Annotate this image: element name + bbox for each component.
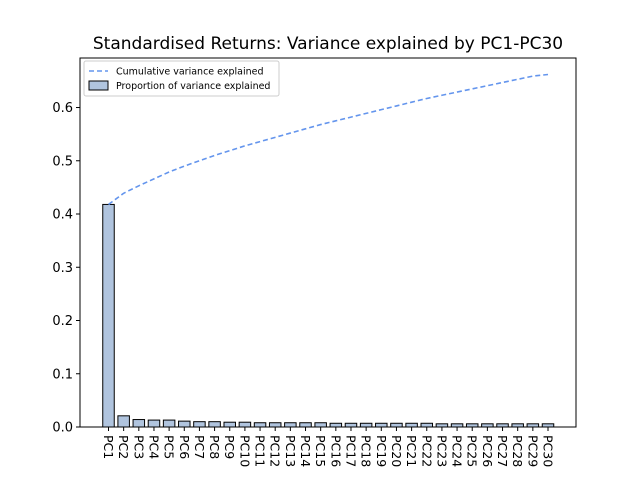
- bar-pc6: [178, 420, 191, 428]
- plot-frame: [79, 57, 577, 428]
- x-tick-label-pc14: PC14: [298, 435, 313, 467]
- bar-pc17: [344, 422, 358, 428]
- bar-pc15: [314, 422, 327, 428]
- bar-pc8: [208, 421, 221, 428]
- bar-pc1: [102, 203, 115, 428]
- y-tick-label: 0.5: [52, 154, 73, 169]
- bars-layer: [102, 203, 555, 428]
- x-tick-label-pc21: PC21: [404, 435, 419, 467]
- bar-pc9: [223, 421, 236, 428]
- x-tick-label-pc4: PC4: [146, 435, 161, 459]
- bar-pc19: [375, 422, 388, 428]
- legend-frame: [83, 60, 280, 97]
- x-tick-label-pc26: PC26: [480, 435, 495, 467]
- x-tick-label-pc9: PC9: [222, 435, 237, 459]
- x-tick-label-pc6: PC6: [177, 435, 192, 459]
- x-tick-label-pc3: PC3: [131, 435, 146, 459]
- y-tick-label: 0.6: [52, 101, 73, 116]
- x-tick-label-pc29: PC29: [525, 435, 540, 467]
- x-tick-label-pc23: PC23: [434, 435, 449, 467]
- bar-pc7: [193, 421, 206, 428]
- x-tick-label-pc18: PC18: [359, 435, 374, 467]
- y-tick-label: 0.0: [52, 421, 73, 436]
- bar-pc16: [329, 422, 343, 428]
- chart-title: Standardised Returns: Variance explained…: [93, 34, 563, 54]
- x-tick-label-pc19: PC19: [374, 435, 389, 467]
- bar-pc22: [420, 422, 434, 428]
- x-tick-label-pc10: PC10: [237, 435, 252, 467]
- x-tick-label-pc16: PC16: [328, 435, 343, 467]
- x-tick-label-pc8: PC8: [207, 435, 222, 459]
- x-tick-label-pc28: PC28: [510, 435, 525, 467]
- x-tick-label-pc12: PC12: [268, 435, 283, 467]
- x-tick-label-pc7: PC7: [192, 435, 207, 459]
- x-tick-label-pc25: PC25: [465, 435, 480, 467]
- legend-label-cumulative: Cumulative variance explained: [116, 67, 264, 78]
- bar-pc10: [238, 421, 252, 428]
- legend: Cumulative variance explained Proportion…: [83, 60, 280, 97]
- x-tick-label-pc2: PC2: [116, 435, 131, 459]
- y-tick-label: 0.2: [52, 314, 73, 329]
- y-tick-label: 0.4: [52, 208, 73, 223]
- x-tick-label-pc17: PC17: [343, 435, 358, 467]
- bar-pc5: [162, 419, 176, 428]
- x-tick-label-pc22: PC22: [419, 435, 434, 467]
- bar-pc4: [147, 419, 161, 428]
- bar-pc3: [132, 419, 146, 428]
- y-tick-label: 0.3: [52, 261, 73, 276]
- x-tick-label-pc15: PC15: [313, 435, 328, 467]
- bar-pc18: [359, 422, 373, 428]
- y-tick-label: 0.1: [52, 367, 73, 382]
- bar-pc21: [405, 422, 418, 428]
- bar-pc13: [284, 422, 297, 428]
- cumulative-variance-line: [108, 73, 549, 206]
- x-tick-label-pc13: PC13: [283, 435, 298, 467]
- bar-pc14: [299, 422, 312, 428]
- x-tick-label-pc20: PC20: [389, 435, 404, 467]
- line-layer: [108, 73, 549, 206]
- legend-label-proportion: Proportion of variance explained: [116, 81, 270, 92]
- x-tick-label-pc27: PC27: [495, 435, 510, 467]
- x-tick-label-pc30: PC30: [541, 435, 556, 467]
- legend-bar-swatch: [88, 80, 109, 91]
- bar-pc2: [117, 415, 130, 428]
- x-tick-label-pc5: PC5: [162, 435, 177, 459]
- bar-pc20: [390, 422, 403, 428]
- bar-pc12: [268, 422, 282, 428]
- x-tick-label-pc24: PC24: [450, 435, 465, 467]
- x-tick-label-pc1: PC1: [101, 435, 116, 459]
- bar-pc11: [253, 422, 267, 428]
- x-tick-label-pc11: PC11: [253, 435, 268, 467]
